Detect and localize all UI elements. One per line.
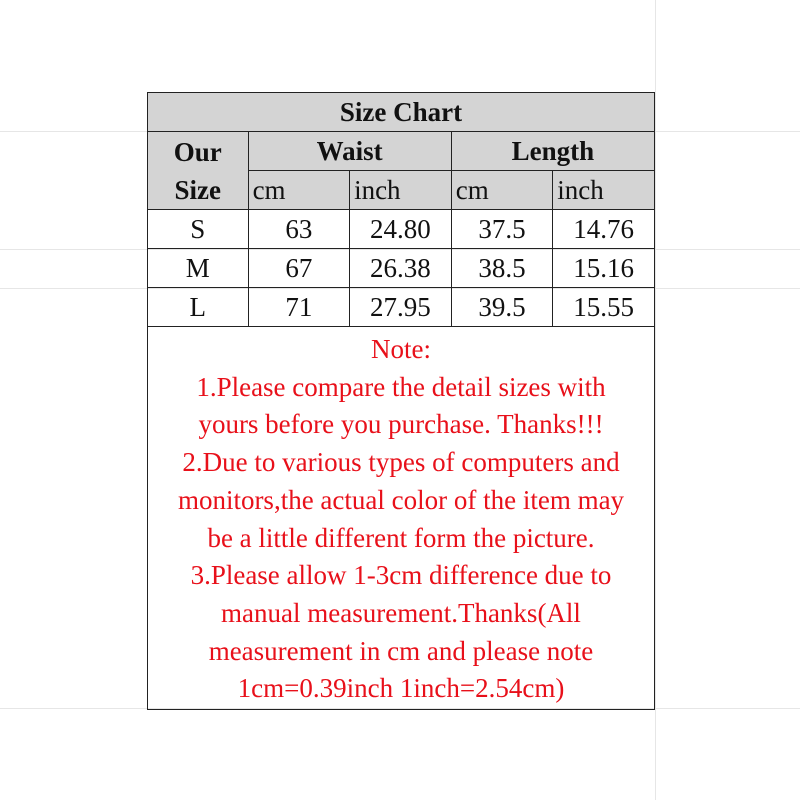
- size-header-line: Size: [174, 174, 222, 205]
- unit-header: inch: [349, 170, 452, 210]
- length-cm-cell: 37.5: [450, 209, 554, 249]
- note-line: 1.Please compare the detail sizes with: [196, 371, 606, 402]
- waist-header: Waist: [247, 131, 452, 171]
- unit-header: cm: [247, 170, 351, 210]
- note-line: 3.Please allow 1-3cm difference due to: [190, 560, 612, 591]
- waist-cm-cell: 67: [247, 248, 351, 288]
- size-cell: S: [147, 209, 249, 249]
- table-title: Size Chart: [147, 92, 655, 132]
- length-inch-cell: 15.55: [552, 287, 655, 327]
- unit-header: cm: [450, 170, 554, 210]
- waist-inch-cell: 27.95: [349, 287, 452, 327]
- note-line: Note:: [371, 334, 431, 364]
- waist-inch-cell: 26.38: [349, 248, 452, 288]
- size-header: Our Size: [147, 131, 249, 210]
- note-line: measurement in cm and please note: [208, 635, 594, 666]
- length-cm-cell: 39.5: [450, 287, 554, 327]
- note-line: 1cm=0.39inch 1inch=2.54cm): [237, 673, 565, 704]
- waist-cm-cell: 71: [247, 287, 351, 327]
- table-row: S 63 24.80 37.5 14.76: [147, 209, 655, 249]
- length-header: Length: [450, 131, 656, 171]
- length-inch-cell: 14.76: [552, 209, 655, 249]
- note-line: 2.Due to various types of computers and: [182, 447, 620, 478]
- unit-header: inch: [552, 170, 655, 210]
- table-row: L 71 27.95 39.5 15.55: [147, 287, 655, 327]
- length-inch-cell: 15.16: [552, 248, 655, 288]
- note-line: yours before you purchase. Thanks!!!: [198, 409, 604, 440]
- size-cell: L: [147, 287, 249, 327]
- table-row: M 67 26.38 38.5 15.16: [147, 248, 655, 288]
- waist-inch-cell: 24.80: [349, 209, 452, 249]
- note-line: be a little different form the picture.: [207, 522, 595, 553]
- gridline: [655, 0, 656, 800]
- size-cell: M: [147, 248, 249, 288]
- length-cm-cell: 38.5: [450, 248, 554, 288]
- note-line: monitors,the actual color of the item ma…: [177, 484, 625, 515]
- note-cell: Note: 1.Please compare the detail sizes …: [147, 326, 655, 710]
- waist-cm-cell: 63: [247, 209, 351, 249]
- size-header-line: Our: [173, 136, 222, 167]
- note-line: manual measurement.Thanks(All: [221, 597, 581, 628]
- size-chart-table: Size Chart Our Size Waist Length cm inch…: [147, 92, 656, 710]
